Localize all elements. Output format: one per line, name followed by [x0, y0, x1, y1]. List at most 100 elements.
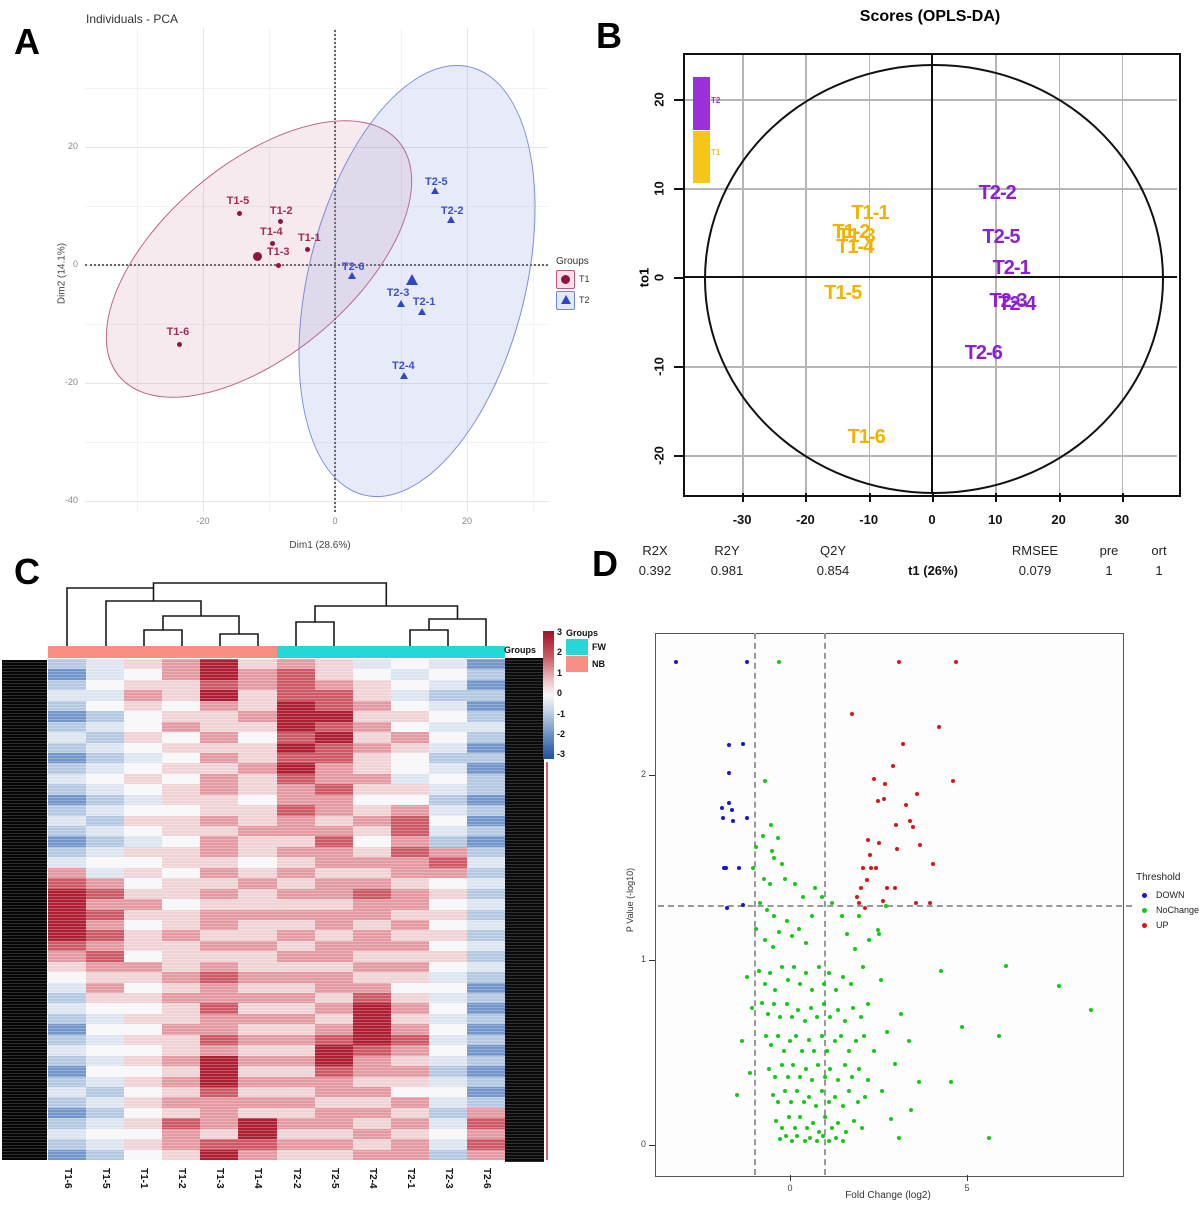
heatmap-cell: [390, 1118, 430, 1130]
heatmap-cell: [352, 679, 392, 691]
heatmap-cell: [466, 972, 505, 984]
heatmap-cell: [162, 982, 201, 994]
heatmap-cell: [428, 794, 468, 806]
heatmap-cell: [466, 867, 505, 879]
heatmap-cell: [162, 940, 201, 952]
heatmap-cell: [428, 993, 468, 1004]
heatmap-cell: [352, 1013, 392, 1025]
volcano-point-nochange: [883, 904, 888, 909]
heatmap-cell: [428, 773, 468, 785]
legend-label-T2: T2: [579, 295, 590, 305]
volcano-point-nochange: [808, 1135, 813, 1140]
y-tick-mark: [674, 99, 683, 101]
heatmap-legend-swatch-NB: [566, 656, 588, 672]
volcano-point-nochange: [767, 1067, 772, 1072]
heatmap-cell: [276, 826, 316, 837]
point-label-T1-6: T1-6: [166, 326, 190, 339]
heatmap-cell: [466, 794, 505, 806]
heatmap-cell: [238, 1076, 277, 1088]
heatmap-cell: [466, 940, 505, 952]
volcano-point-nochange: [821, 982, 826, 987]
heatmap-cell: [200, 1045, 239, 1057]
volcano-point-nochange: [814, 1139, 819, 1144]
heatmap-cell: [428, 1107, 468, 1119]
heatmap-cell: [276, 1097, 316, 1109]
heatmap-cell: [466, 846, 505, 858]
heatmap-cell: [352, 930, 392, 942]
point-label-T1-1: T1-1: [297, 232, 321, 245]
heatmap-cell: [86, 919, 125, 931]
heatmap-cell: [162, 826, 201, 837]
heatmap-cell: [390, 659, 430, 670]
heatmap-cell: [200, 1024, 239, 1036]
point-label-T1-3: T1-3: [266, 246, 290, 258]
heatmap-cell: [352, 805, 392, 817]
heatmap-cell: [314, 1097, 354, 1109]
heatmap-cell: [86, 794, 125, 806]
heatmap-cell: [314, 784, 354, 796]
heatmap-cell: [428, 867, 468, 879]
volcano-point-nochange: [761, 876, 766, 881]
column-dendrogram: [66, 582, 487, 646]
volcano-point-down: [740, 902, 745, 907]
heatmap-cell: [124, 1066, 163, 1077]
heatmap-cell: [314, 711, 354, 723]
volcano-point-nochange: [769, 1043, 774, 1048]
heatmap-cell: [238, 878, 277, 890]
heatmap-cell: [352, 711, 392, 723]
y-tick-mark: [674, 366, 683, 368]
heatmap-cell: [390, 773, 430, 785]
heatmap-cell: [352, 982, 392, 994]
volcano-point-nochange: [824, 1048, 829, 1053]
volcano-point-nochange: [757, 969, 762, 974]
heatmap-cell: [200, 972, 239, 984]
heatmap-cell: [124, 899, 163, 910]
heatmap-cell: [124, 659, 163, 670]
heatmap-cell: [124, 888, 163, 900]
data-point-T1-5: [237, 210, 243, 216]
volcano-point-up: [910, 824, 915, 829]
heatmap-cell: [466, 711, 505, 723]
heatmap-cell: [162, 951, 201, 963]
heatmap-cell: [466, 982, 505, 994]
volcano-point-nochange: [840, 974, 845, 979]
y-tick-label: -20: [64, 377, 78, 387]
volcano-point-nochange: [859, 1015, 864, 1020]
heatmap-cell: [200, 1128, 239, 1140]
volcano-point-nochange: [763, 1033, 768, 1038]
gridline-minor: [269, 28, 270, 512]
heatmap-cell: [124, 700, 163, 712]
heatmap-cell: [466, 1149, 505, 1160]
point-label-T2-2: T2-2: [440, 204, 464, 217]
stat-label-R2Y: R2Y: [714, 543, 740, 558]
heatmap-cell: [200, 700, 239, 712]
heatmap-cell: [48, 982, 87, 994]
volcano-point-nochange: [916, 1080, 921, 1085]
volcano-point-down: [727, 743, 732, 748]
heatmap-cell: [48, 993, 87, 1004]
heatmap-cell: [48, 826, 87, 837]
volcano-point-up: [908, 819, 912, 824]
heatmap-cell: [162, 1118, 201, 1130]
heatmap-cell: [86, 1139, 125, 1151]
heatmap-cell: [124, 909, 163, 921]
heatmap-cell: [466, 700, 505, 712]
heatmap-cell: [48, 679, 87, 691]
volcano-y-axis-label: P Value (-log10): [625, 867, 635, 933]
volcano-point-nochange: [815, 1015, 820, 1020]
heatmap-cell: [466, 1066, 505, 1077]
volcano-point-nochange: [776, 1100, 781, 1105]
volcano-point-nochange: [734, 1093, 739, 1098]
volcano-point-up: [950, 778, 955, 783]
y-tick-label: -10: [651, 357, 667, 376]
heatmap-cell: [276, 794, 316, 806]
y-tick-mark: [674, 188, 683, 190]
heatmap-cell: [86, 930, 125, 942]
heatmap-cell: [428, 826, 468, 837]
heatmap-cell: [124, 1086, 163, 1098]
heatmap-cell: [428, 1076, 468, 1088]
heatmap-cell: [238, 794, 277, 806]
heatmap-cell: [276, 1034, 316, 1046]
heatmap-cell: [390, 1066, 430, 1077]
heatmap-cell: [466, 1034, 505, 1046]
